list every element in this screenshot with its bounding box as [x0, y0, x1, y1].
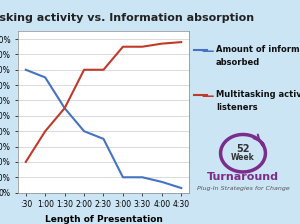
Text: —: —	[201, 45, 213, 58]
Text: Multitasking activity vs. Information absorption: Multitasking activity vs. Information ab…	[0, 13, 255, 24]
Text: Amount of information: Amount of information	[216, 45, 300, 54]
Text: Week: Week	[231, 153, 255, 162]
Text: 52: 52	[236, 144, 250, 154]
Text: Plug-In Strategies for Change: Plug-In Strategies for Change	[196, 186, 290, 192]
Text: Turnaround: Turnaround	[207, 172, 279, 182]
Text: absorbed: absorbed	[216, 58, 260, 67]
Text: Multitasking activity by: Multitasking activity by	[216, 90, 300, 99]
Text: listeners: listeners	[216, 103, 258, 112]
X-axis label: Length of Presentation: Length of Presentation	[45, 215, 162, 224]
Text: —: —	[201, 90, 213, 103]
